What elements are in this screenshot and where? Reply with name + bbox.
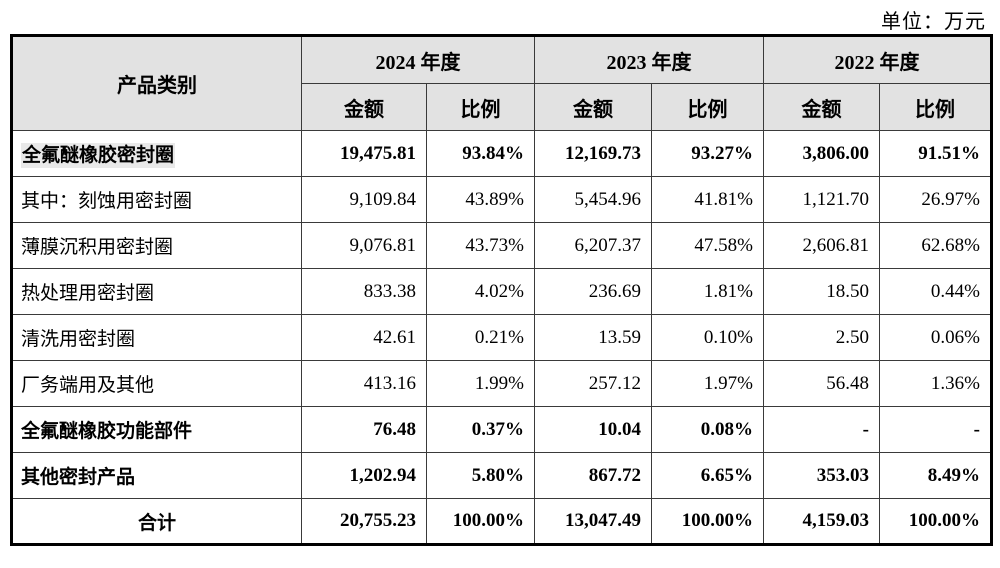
product-revenue-table: 产品类别 2024 年度 2023 年度 2022 年度 金额 比例 金额 比例…	[10, 34, 993, 546]
row-value: 20,755.23	[301, 498, 427, 545]
row-value: 0.08%	[651, 406, 764, 453]
row-value: 13.59	[534, 314, 652, 361]
row-value: 47.58%	[651, 222, 764, 269]
row-value: 12,169.73	[534, 130, 652, 177]
row-value: 4,159.03	[763, 498, 880, 545]
row-value: 91.51%	[879, 130, 992, 177]
row-label: 其中：刻蚀用密封圈	[11, 176, 302, 223]
row-value: 9,076.81	[301, 222, 427, 269]
row-value: 4.02%	[426, 268, 535, 315]
row-value: 1.36%	[879, 360, 992, 407]
row-value: 18.50	[763, 268, 880, 315]
row-label: 全氟醚橡胶密封圈	[11, 130, 302, 177]
row-value: 833.38	[301, 268, 427, 315]
row-value: 236.69	[534, 268, 652, 315]
row-value: 6.65%	[651, 452, 764, 499]
header-year-2023: 2023 年度	[534, 35, 764, 84]
table-row: 其他密封产品 1,202.94 5.80% 867.72 6.65% 353.03 8.49…	[11, 452, 992, 499]
row-value: 0.44%	[879, 268, 992, 315]
table-body: 全氟醚橡胶密封圈 19,475.81 93.84% 12,169.73 93.27% 3,…	[11, 130, 992, 545]
row-value: 62.68%	[879, 222, 992, 269]
row-value: 867.72	[534, 452, 652, 499]
header-amount-2023: 金额	[534, 83, 652, 131]
row-value: -	[879, 406, 992, 453]
header-year-2024: 2024 年度	[301, 35, 535, 84]
table-row: 薄膜沉积用密封圈 9,076.81 43.73% 6,207.37 47.58% 2,60…	[11, 222, 992, 269]
row-value: 13,047.49	[534, 498, 652, 545]
header-amount-2022: 金额	[763, 83, 880, 131]
row-value: 1,121.70	[763, 176, 880, 223]
header-product-category: 产品类别	[11, 35, 302, 131]
row-label: 合计	[11, 498, 302, 545]
row-value: 2.50	[763, 314, 880, 361]
row-label: 热处理用密封圈	[11, 268, 302, 315]
table-row: 清洗用密封圈 42.61 0.21% 13.59 0.10% 2.50 0.06%	[11, 314, 992, 361]
row-value: 0.10%	[651, 314, 764, 361]
row-value: 56.48	[763, 360, 880, 407]
row-label: 其他密封产品	[11, 452, 302, 499]
row-value: 100.00%	[651, 498, 764, 545]
unit-label: 单位：万元	[881, 11, 986, 33]
row-value: 1,202.94	[301, 452, 427, 499]
row-label: 全氟醚橡胶功能部件	[11, 406, 302, 453]
row-value: 93.27%	[651, 130, 764, 177]
row-value: 100.00%	[426, 498, 535, 545]
row-value: 19,475.81	[301, 130, 427, 177]
row-value: 43.89%	[426, 176, 535, 223]
row-value: 1.99%	[426, 360, 535, 407]
table-header: 产品类别 2024 年度 2023 年度 2022 年度 金额 比例 金额 比例…	[11, 35, 992, 131]
row-value: 413.16	[301, 360, 427, 407]
row-value: 5.80%	[426, 452, 535, 499]
row-value: 26.97%	[879, 176, 992, 223]
header-year-2022: 2022 年度	[763, 35, 992, 84]
header-ratio-2024: 比例	[426, 83, 535, 131]
table-row: 合计 20,755.23 100.00% 13,047.49 100.00% 4,159.…	[11, 498, 992, 545]
row-value: -	[763, 406, 880, 453]
row-value: 0.06%	[879, 314, 992, 361]
row-value: 43.73%	[426, 222, 535, 269]
header-ratio-2023: 比例	[651, 83, 764, 131]
row-value: 8.49%	[879, 452, 992, 499]
row-value: 3,806.00	[763, 130, 880, 177]
row-value: 257.12	[534, 360, 652, 407]
table-row: 全氟醚橡胶功能部件 76.48 0.37% 10.04 0.08% - -	[11, 406, 992, 453]
row-value: 10.04	[534, 406, 652, 453]
row-label-highlight: 全氟醚橡胶密封圈	[21, 143, 176, 168]
table-row: 热处理用密封圈 833.38 4.02% 236.69 1.81% 18.50 0.44%	[11, 268, 992, 315]
row-label: 薄膜沉积用密封圈	[11, 222, 302, 269]
row-value: 1.81%	[651, 268, 764, 315]
row-value: 0.37%	[426, 406, 535, 453]
table-row: 厂务端用及其他 413.16 1.99% 257.12 1.97% 56.48 1.36%	[11, 360, 992, 407]
row-value: 41.81%	[651, 176, 764, 223]
row-label: 清洗用密封圈	[11, 314, 302, 361]
header-ratio-2022: 比例	[879, 83, 992, 131]
row-value: 100.00%	[879, 498, 992, 545]
header-amount-2024: 金额	[301, 83, 427, 131]
row-value: 1.97%	[651, 360, 764, 407]
row-label: 厂务端用及其他	[11, 360, 302, 407]
table-row: 其中：刻蚀用密封圈 9,109.84 43.89% 5,454.96 41.81% 1,1…	[11, 176, 992, 223]
table-row: 全氟醚橡胶密封圈 19,475.81 93.84% 12,169.73 93.27% 3,…	[11, 130, 992, 177]
row-value: 6,207.37	[534, 222, 652, 269]
row-value: 76.48	[301, 406, 427, 453]
row-value: 353.03	[763, 452, 880, 499]
row-value: 42.61	[301, 314, 427, 361]
row-value: 2,606.81	[763, 222, 880, 269]
row-value: 93.84%	[426, 130, 535, 177]
row-value: 5,454.96	[534, 176, 652, 223]
row-value: 0.21%	[426, 314, 535, 361]
row-value: 9,109.84	[301, 176, 427, 223]
